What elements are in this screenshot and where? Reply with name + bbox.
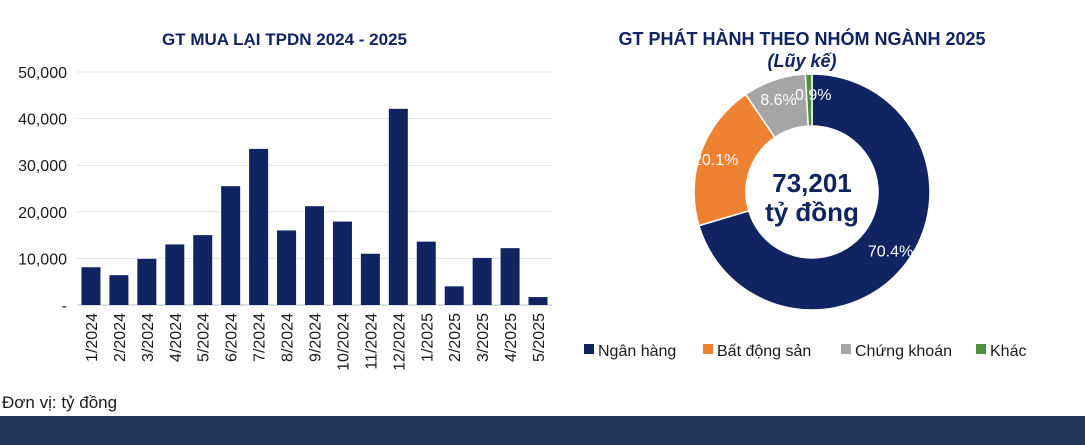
bar xyxy=(165,244,185,305)
center-total-value: 73,201 xyxy=(772,168,852,198)
x-tick-label: 4/2024 xyxy=(168,313,185,362)
x-tick-label: 1/2024 xyxy=(84,313,101,362)
donut-slice xyxy=(804,73,813,127)
y-tick-label: 20,000 xyxy=(18,205,67,222)
y-tick-label: 50,000 xyxy=(18,65,67,82)
bar xyxy=(528,297,548,305)
x-tick-label: 8/2024 xyxy=(280,313,297,362)
donut-slice xyxy=(697,73,931,311)
bar-chart-title: GT MUA LẠI TPDN 2024 - 2025 xyxy=(162,30,407,49)
slice-label: 70.4% xyxy=(868,244,913,261)
x-tick-label: 3/2025 xyxy=(475,313,492,362)
legend-swatch xyxy=(584,344,594,354)
bar xyxy=(360,253,380,305)
y-tick-label: - xyxy=(62,298,67,315)
bar xyxy=(444,286,464,305)
legend-label: Ngân hàng xyxy=(598,343,676,360)
bar xyxy=(332,221,352,305)
bar xyxy=(416,241,436,305)
unit-footnote: Đơn vị: tỷ đồng xyxy=(2,393,118,412)
x-tick-label: 2/2024 xyxy=(112,313,129,362)
legend-swatch xyxy=(841,344,851,354)
x-tick-label: 3/2024 xyxy=(140,313,157,362)
y-tick-label: 30,000 xyxy=(18,158,67,175)
bar xyxy=(109,275,129,305)
y-tick-label: 40,000 xyxy=(18,112,67,129)
donut-chart: GT PHÁT HÀNH THEO NHÓM NGÀNH 2025 (Lũy kế… xyxy=(570,0,1085,395)
x-tick-label: 9/2024 xyxy=(308,313,325,362)
bar xyxy=(137,258,157,305)
bar xyxy=(305,206,324,305)
bar xyxy=(221,186,241,305)
x-tick-label: 6/2024 xyxy=(224,313,241,362)
x-tick-label: 12/2024 xyxy=(391,313,408,371)
donut-chart-title: GT PHÁT HÀNH THEO NHÓM NGÀNH 2025 xyxy=(618,28,985,49)
legend-swatch xyxy=(703,344,713,354)
x-tick-label: 1/2025 xyxy=(419,313,436,362)
bar-chart: GT MUA LẠI TPDN 2024 - 2025 - 10,000 20,000… xyxy=(0,0,570,395)
bar-chart-svg: GT MUA LẠI TPDN 2024 - 2025 - 10,000 20,000… xyxy=(18,30,552,371)
slice-label: 20.1% xyxy=(693,152,738,169)
x-tick-label: 5/2024 xyxy=(196,313,213,362)
slice-label: 0.9% xyxy=(795,87,831,104)
donut-chart-subtitle: (Lũy kế) xyxy=(767,51,836,71)
legend-label: Khác xyxy=(990,343,1026,360)
y-tick-label: 10,000 xyxy=(18,251,67,268)
bar xyxy=(277,230,297,305)
slice-label: 8.6% xyxy=(760,92,796,109)
donut-chart-svg: GT PHÁT HÀNH THEO NHÓM NGÀNH 2025(Lũy kế… xyxy=(584,28,1026,360)
bar xyxy=(472,257,492,305)
bar xyxy=(81,267,101,305)
x-tick-label: 4/2025 xyxy=(503,313,520,362)
legend-label: Bất động sản xyxy=(717,343,811,360)
x-tick-label: 7/2024 xyxy=(252,313,269,362)
x-tick-label: 5/2025 xyxy=(531,313,548,362)
bar xyxy=(249,148,269,305)
x-tick-label: 11/2024 xyxy=(363,313,380,370)
bar xyxy=(388,108,408,306)
bar xyxy=(193,235,213,305)
x-tick-label: 10/2024 xyxy=(335,313,352,371)
footer-band xyxy=(0,416,1085,445)
x-tick-label: 2/2025 xyxy=(447,313,464,362)
center-total-unit: tỷ đồng xyxy=(765,197,859,227)
legend-swatch xyxy=(976,344,986,354)
legend-label: Chứng khoán xyxy=(855,343,952,360)
bar xyxy=(500,248,520,305)
